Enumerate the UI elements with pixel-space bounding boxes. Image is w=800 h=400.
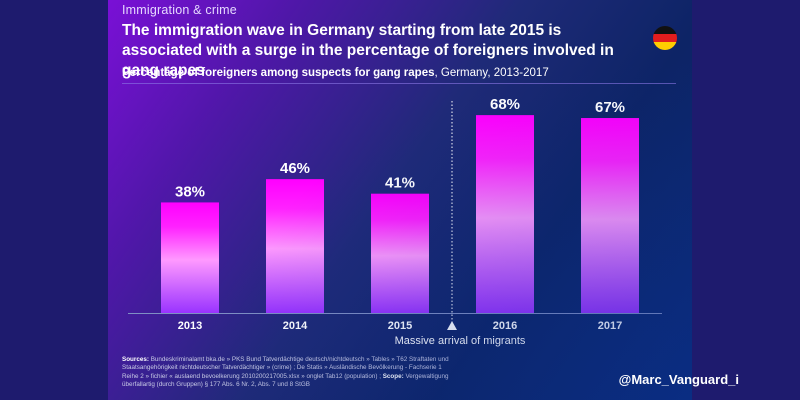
value-labels-group: 38% 46% 41% 68% 67% xyxy=(175,96,625,200)
bar-2016 xyxy=(476,115,534,314)
bar-2013 xyxy=(161,202,219,313)
sources-label: Sources: xyxy=(122,356,149,363)
subtitle-divider xyxy=(122,83,676,84)
value-label-2014: 46% xyxy=(280,160,310,177)
infographic-card: Immigration & crime The immigration wave… xyxy=(108,0,692,400)
x-tick-label-2014: 2014 xyxy=(283,320,308,332)
x-tick-label-2016: 2016 xyxy=(493,320,517,332)
value-label-2016: 68% xyxy=(490,96,520,113)
bars-group xyxy=(161,115,639,314)
x-tick-label-2013: 2013 xyxy=(178,320,202,332)
kicker-label: Immigration & crime xyxy=(122,3,237,17)
subtitle-bold: Percentage of foreigners among suspects … xyxy=(122,67,435,79)
bar-2015 xyxy=(371,193,429,313)
sources-note: Sources: Bundeskriminalamt bka.de » PKS … xyxy=(122,356,452,390)
author-handle: @Marc_Vanguard_i xyxy=(618,372,739,387)
annotation-label: Massive arrival of migrants xyxy=(395,335,526,347)
scope-text: Vergewaltigung überfallartig (durch Grup… xyxy=(122,372,449,389)
bar-2017 xyxy=(581,118,639,313)
annotation-triangle-icon xyxy=(447,321,457,330)
chart-headline: The immigration wave in Germany starting… xyxy=(122,22,614,79)
subtitle-rest: , Germany, 2013-2017 xyxy=(434,67,549,79)
bar-chart: 38% 46% 41% 68% 67% 2013 2014 2015 2016 2017 Mas… xyxy=(128,96,662,347)
x-tick-label-2015: 2015 xyxy=(388,320,412,332)
value-label-2017: 67% xyxy=(595,99,625,116)
chart-subtitle: Percentage of foreigners among suspects … xyxy=(122,67,549,79)
sources-text: Bundeskriminalamt bka.de » PKS Bund Tatv… xyxy=(122,356,449,380)
bar-2014 xyxy=(266,179,324,313)
x-tick-labels-group: 2013 2014 2015 2016 2017 xyxy=(178,320,622,332)
x-tick-label-2017: 2017 xyxy=(598,320,622,332)
germany-flag-icon xyxy=(653,26,677,50)
scope-label: Scope: xyxy=(382,372,404,380)
value-label-2015: 41% xyxy=(385,175,415,192)
value-label-2013: 38% xyxy=(175,183,205,200)
